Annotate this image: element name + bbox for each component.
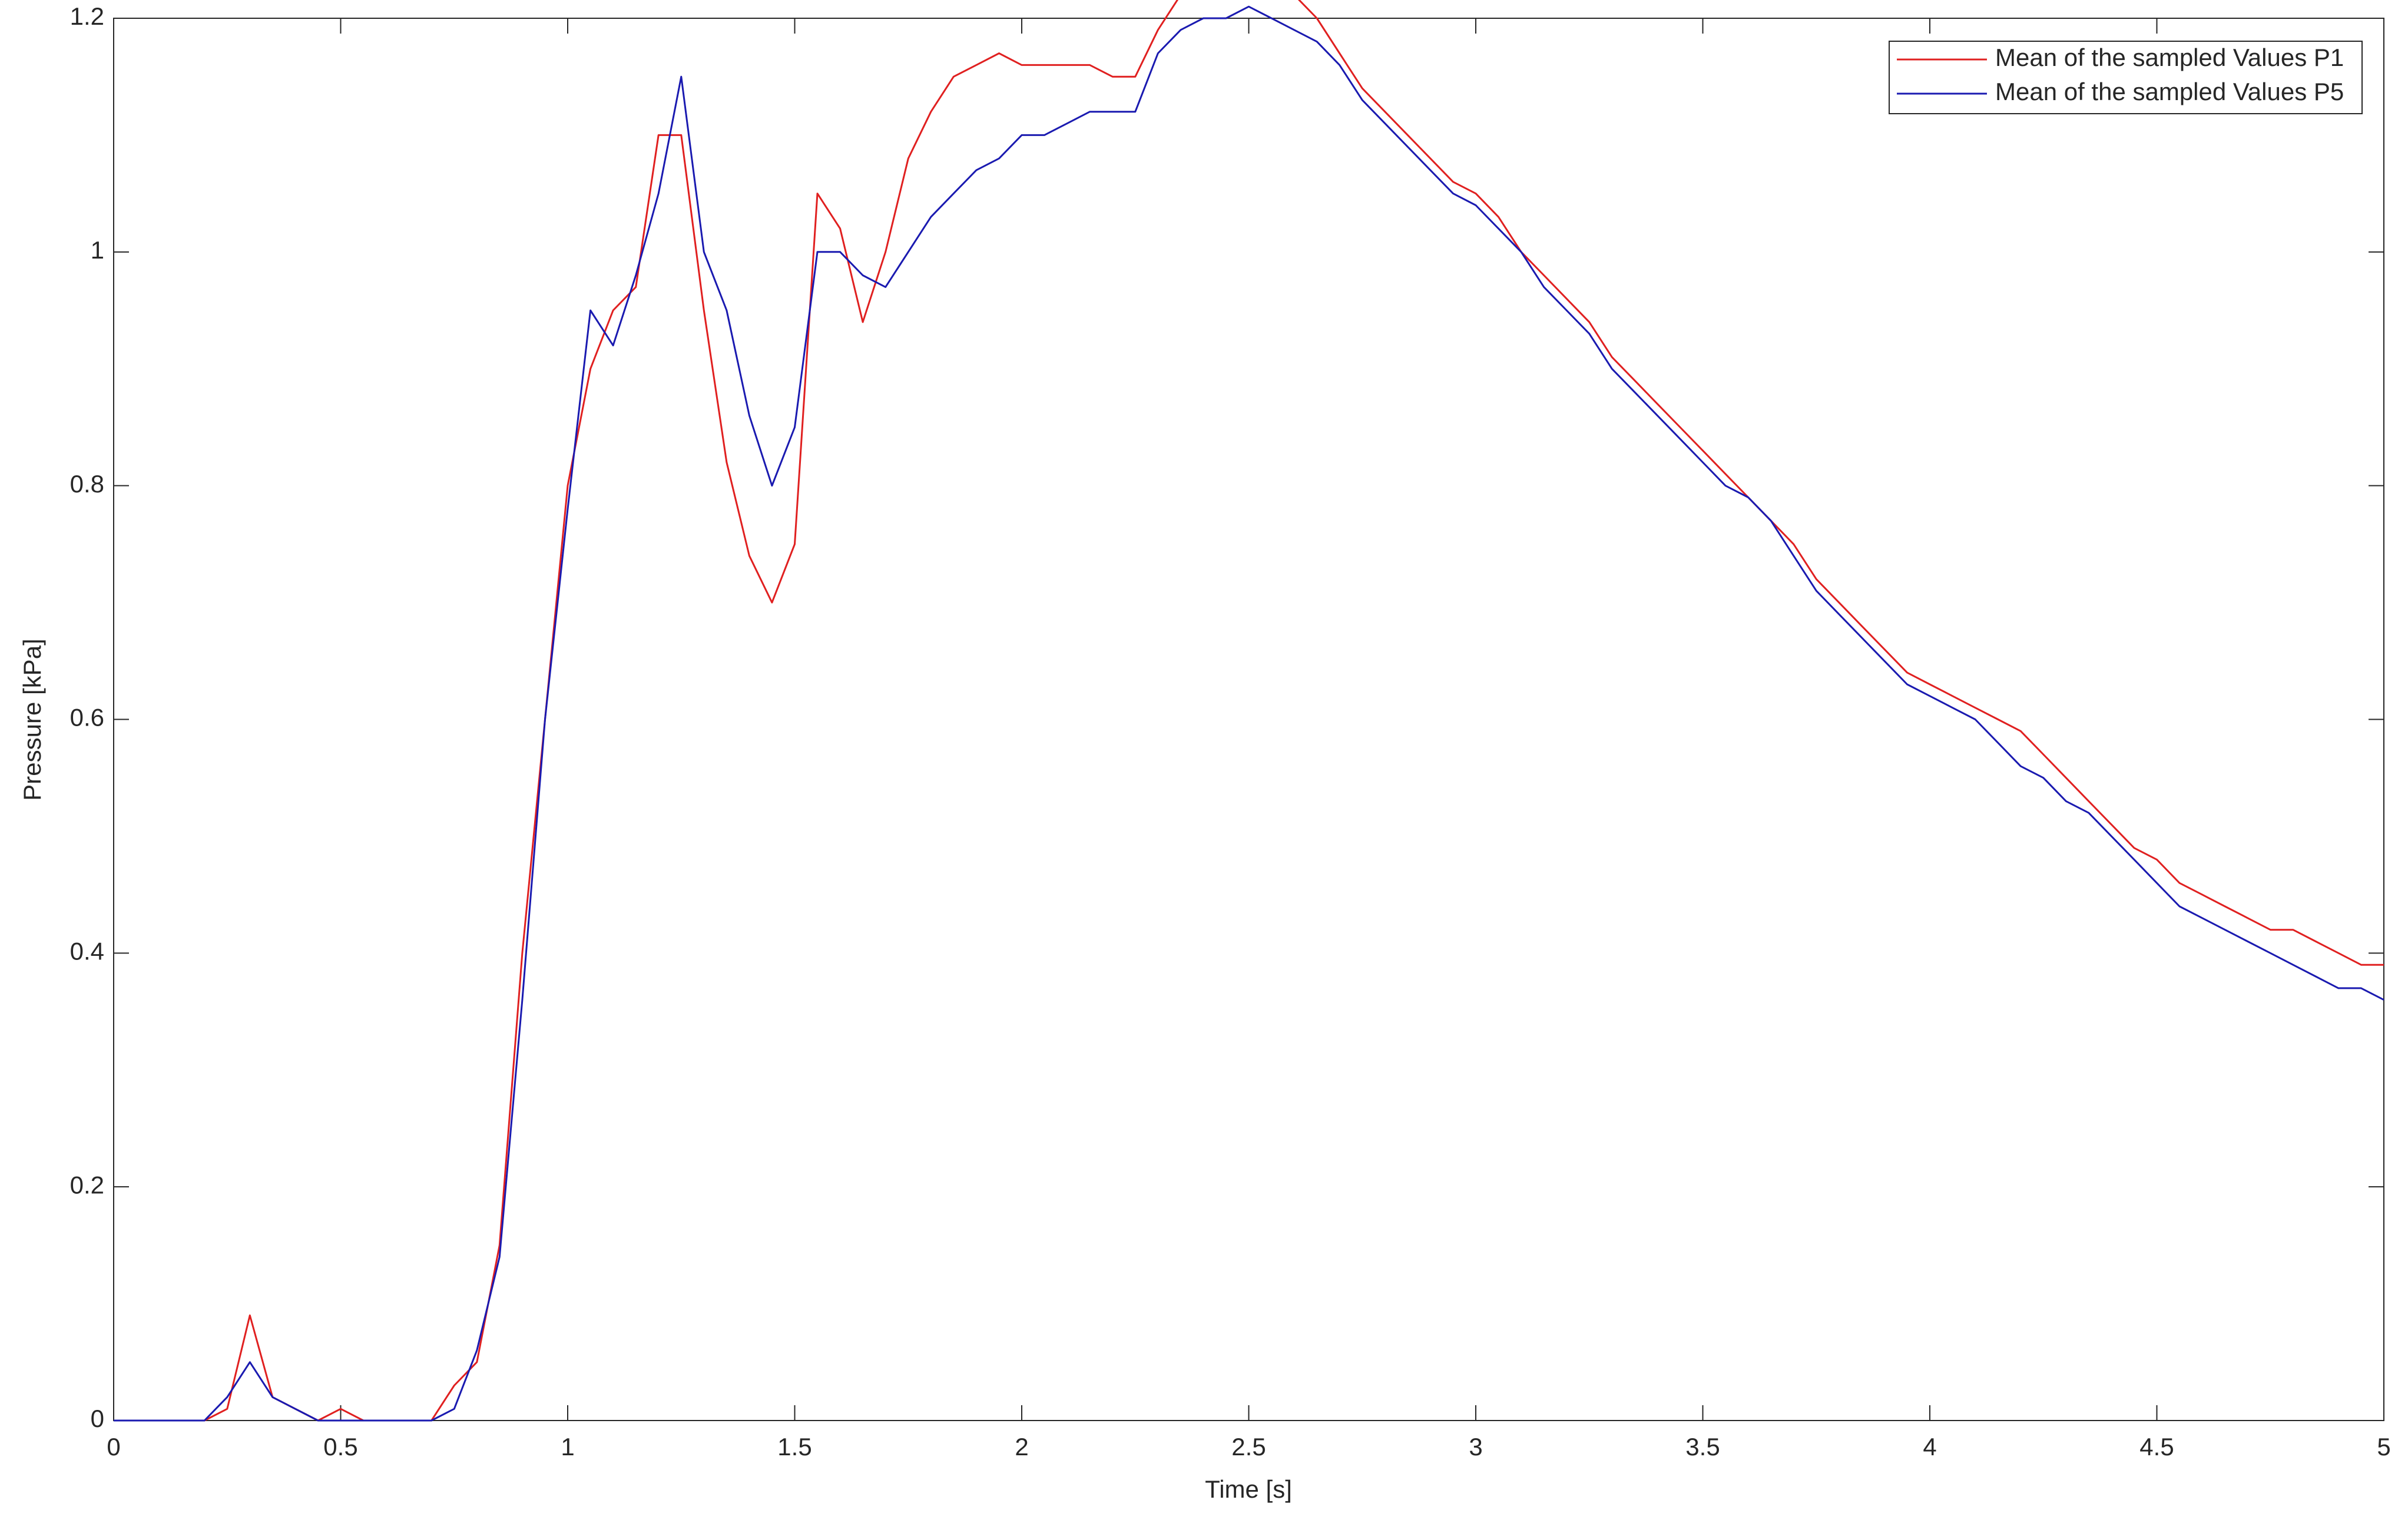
y-tick-label: 0.4 [70,937,104,965]
y-tick-label: 0.8 [70,470,104,498]
y-tick-label: 0 [91,1405,104,1432]
y-tick-label: 1.2 [70,2,104,30]
legend-label: Mean of the sampled Values P5 [1995,78,2344,105]
x-tick-label: 4 [1923,1433,1936,1461]
x-tick-label: 0.5 [323,1433,357,1461]
legend-label: Mean of the sampled Values P1 [1995,44,2344,71]
y-tick-label: 0.6 [70,704,104,731]
line-series [114,5,2384,1422]
x-tick-label: 2.5 [1231,1433,1266,1461]
x-axis-label: Time [s] [1205,1475,1292,1503]
x-tick-label: 0 [107,1433,120,1461]
y-tick-label: 1 [91,236,104,264]
x-tick-label: 4.5 [2139,1433,2174,1461]
x-tick-label: 5 [2377,1433,2390,1461]
y-axis-label: Pressure [kPa] [18,638,46,800]
plot-area [113,18,2384,1421]
line-series [114,0,2384,1422]
x-tick-label: 1.5 [777,1433,812,1461]
x-tick-label: 3 [1469,1433,1482,1461]
x-tick-label: 2 [1015,1433,1028,1461]
y-tick-label: 0.2 [70,1171,104,1198]
x-tick-label: 3.5 [1685,1433,1720,1461]
legend-box [1889,41,2363,114]
x-tick-label: 1 [561,1433,574,1461]
